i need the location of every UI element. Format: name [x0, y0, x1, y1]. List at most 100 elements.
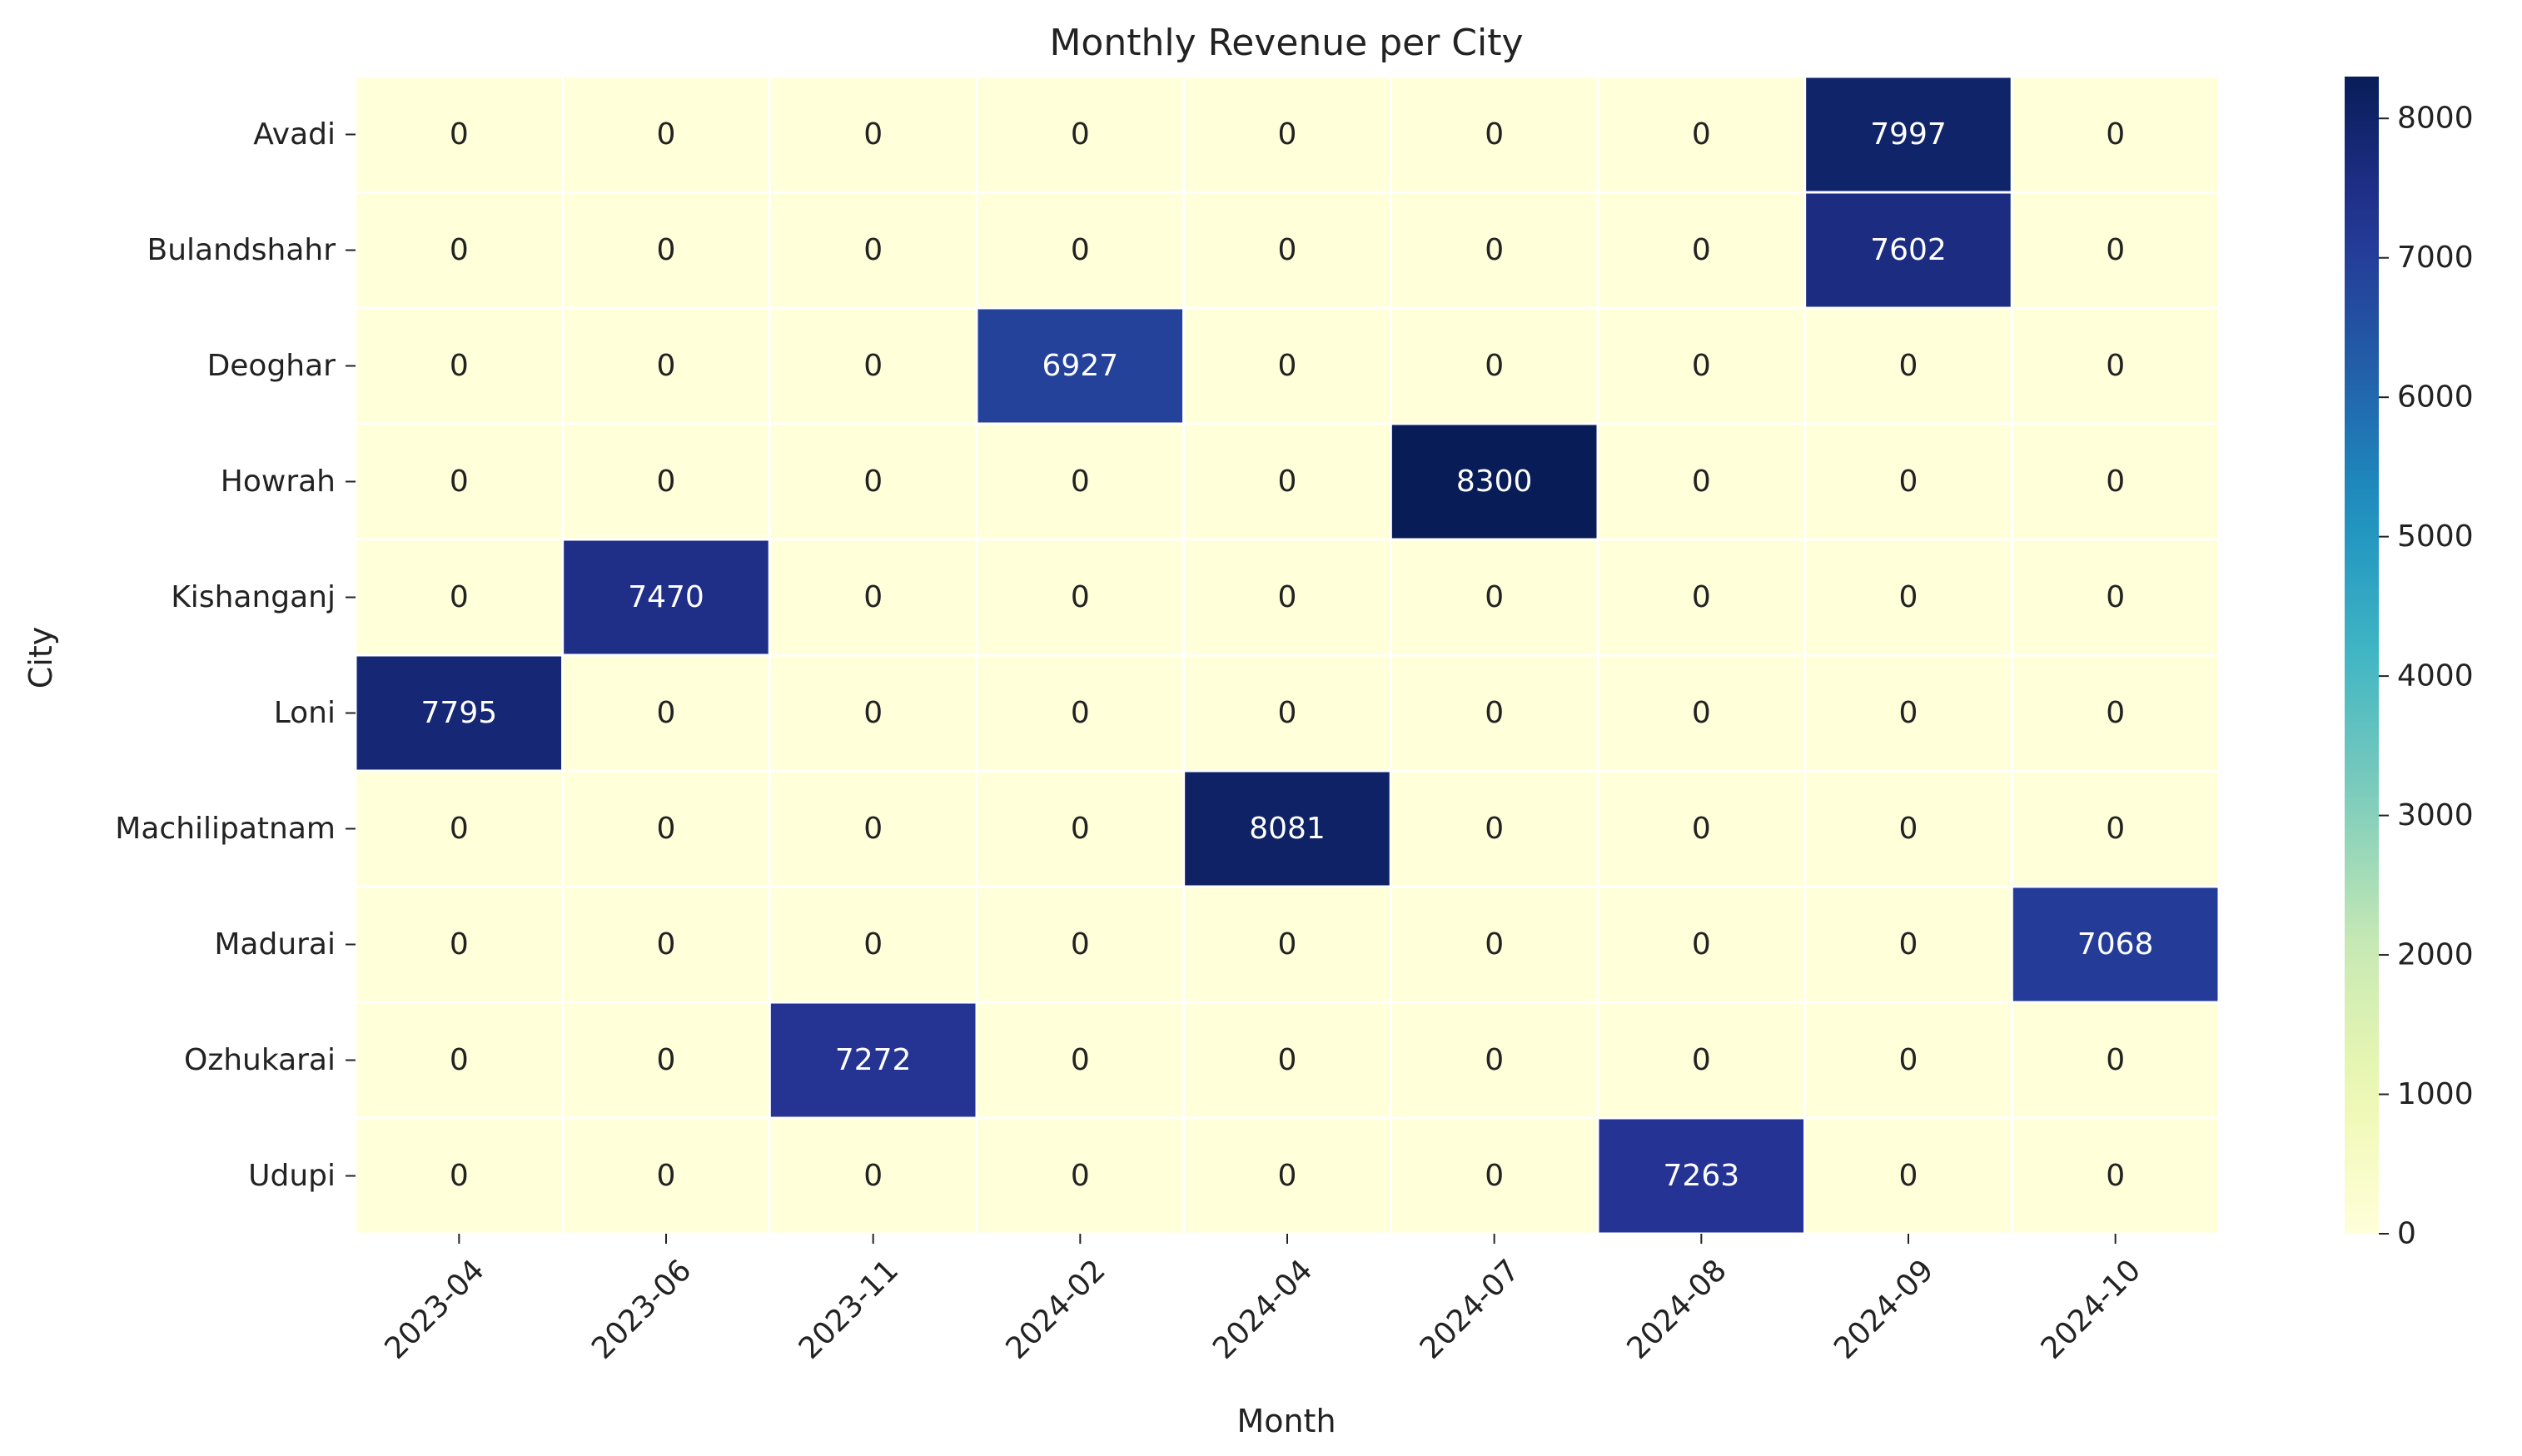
heatmap-cell — [1182, 769, 1392, 888]
cell-value-label: 0 — [863, 465, 883, 499]
heatmap-cell — [1803, 75, 2013, 194]
heatmap-cell — [2010, 653, 2221, 773]
heatmap-cell — [1182, 653, 1392, 773]
x-tick-label: 2024-09 — [1828, 1253, 1940, 1365]
cell-value-label: 0 — [2106, 117, 2125, 152]
x-tick-label: 2024-04 — [1206, 1253, 1319, 1365]
heatmap-cell — [975, 306, 1186, 425]
cell-value-label: 0 — [1278, 696, 1297, 730]
heatmap-cell — [1596, 1001, 1807, 1120]
cell-value-label: 7602 — [1870, 233, 1947, 267]
cell-value-label: 0 — [1485, 349, 1504, 383]
heatmap-cell — [768, 191, 978, 310]
heatmap-cell — [975, 1001, 1186, 1120]
heatmap-cell — [975, 538, 1186, 657]
cell-value-label: 0 — [657, 349, 676, 383]
colorbar-tick-label: 5000 — [2397, 519, 2474, 554]
cell-value-label: 0 — [1485, 1043, 1504, 1077]
cell-value-label: 0 — [863, 1159, 883, 1193]
heatmap-cell — [1596, 885, 1807, 1004]
cell-value-label: 0 — [1071, 696, 1090, 730]
y-tick-label: Ozhukarai — [184, 1043, 336, 1077]
colorbar-tick-label: 4000 — [2397, 659, 2474, 693]
cell-value-label: 0 — [657, 1043, 676, 1077]
colorbar-tick-label: 1000 — [2397, 1077, 2474, 1111]
cell-value-label: 0 — [863, 927, 883, 962]
x-tick-label: 2023-04 — [378, 1253, 490, 1365]
cell-value-label: 7470 — [628, 580, 704, 614]
heatmap-cell — [354, 422, 565, 541]
cell-value-label: 0 — [1071, 580, 1090, 614]
cell-value-label: 0 — [1485, 1159, 1504, 1193]
y-tick-label: Loni — [274, 696, 336, 730]
heatmap-cell — [561, 306, 771, 425]
cell-value-label: 0 — [2106, 349, 2125, 383]
cell-value-label: 0 — [1278, 349, 1297, 383]
heatmap-cell — [2010, 191, 2221, 310]
heatmap-cell — [1389, 653, 1599, 773]
heatmap-cell — [1596, 769, 1807, 888]
heatmap-cell — [1596, 538, 1807, 657]
cell-value-label: 0 — [2106, 233, 2125, 267]
cell-value-label: 0 — [1071, 465, 1090, 499]
heatmap-cell — [2010, 1001, 2221, 1120]
cell-value-label: 0 — [2106, 1043, 2125, 1077]
cell-value-label: 0 — [450, 580, 469, 614]
heatmap-cell — [561, 1116, 771, 1235]
cell-value-label: 0 — [2106, 580, 2125, 614]
colorbar-tick-label: 3000 — [2397, 798, 2474, 832]
cell-value-label: 7272 — [835, 1043, 912, 1077]
cell-value-label: 8300 — [1456, 465, 1533, 499]
cell-value-label: 0 — [450, 812, 469, 846]
cell-value-label: 0 — [657, 927, 676, 962]
cell-value-label: 0 — [657, 696, 676, 730]
heatmap-cell — [354, 306, 565, 425]
heatmap-cell — [561, 75, 771, 194]
colorbar-tick-label: 7000 — [2397, 241, 2474, 275]
heatmap-cell — [1182, 191, 1392, 310]
heatmap-cell — [1389, 75, 1599, 194]
cell-value-label: 0 — [1899, 696, 1918, 730]
heatmap-cell — [1803, 653, 2013, 773]
y-tick-label: Machilipatnam — [115, 812, 336, 846]
cell-value-label: 0 — [450, 349, 469, 383]
cell-value-label: 0 — [1278, 233, 1297, 267]
heatmap-cells: 0 0 0 0 0 0 0 7997 0 0 0 0 0 0 0 0 7602 0 0 0 0 6927 0 0 0 0 0 0 0 0 0… — [354, 75, 2221, 1235]
x-tick-label: 2024-02 — [999, 1253, 1112, 1365]
heatmap-cell — [768, 75, 978, 194]
cell-value-label: 0 — [1485, 927, 1504, 962]
y-tick-label: Madurai — [214, 927, 336, 962]
cell-value-label: 0 — [1692, 696, 1711, 730]
heatmap-cell — [354, 75, 565, 194]
heatmap-cell — [768, 306, 978, 425]
cell-value-label: 0 — [1692, 465, 1711, 499]
heatmap-cell — [2010, 538, 2221, 657]
cell-value-label: 0 — [1899, 580, 1918, 614]
x-tick-label: 2024-08 — [1620, 1253, 1733, 1365]
cell-value-label: 0 — [1485, 233, 1504, 267]
heatmap-cell — [561, 422, 771, 541]
x-tick-label: 2024-07 — [1414, 1253, 1526, 1365]
y-tick-label: Howrah — [221, 465, 336, 499]
heatmap-cell — [1182, 306, 1392, 425]
cell-value-label: 0 — [1692, 117, 1711, 152]
cell-value-label: 0 — [1071, 812, 1090, 846]
x-axis-ticks: 2023-04 2023-06 2023-11 2024-02 2024-04 2024-… — [378, 1234, 2147, 1366]
cell-value-label: 0 — [1899, 812, 1918, 846]
cell-value-label: 0 — [450, 117, 469, 152]
cell-value-label: 0 — [1692, 1043, 1711, 1077]
cell-value-label: 0 — [1278, 580, 1297, 614]
cell-value-label: 0 — [657, 465, 676, 499]
cell-value-label: 0 — [863, 349, 883, 383]
cell-value-label: 0 — [1071, 233, 1090, 267]
x-tick-label: 2023-11 — [793, 1253, 905, 1365]
cell-value-label: 0 — [1899, 465, 1918, 499]
colorbar-tick-label: 0 — [2397, 1217, 2416, 1251]
heatmap-cell — [1803, 191, 2013, 310]
y-tick-label: Udupi — [248, 1159, 336, 1193]
heatmap-cell — [975, 653, 1186, 773]
cell-value-label: 0 — [1692, 927, 1711, 962]
heatmap-cell — [768, 1001, 978, 1120]
cell-value-label: 0 — [657, 1159, 676, 1193]
